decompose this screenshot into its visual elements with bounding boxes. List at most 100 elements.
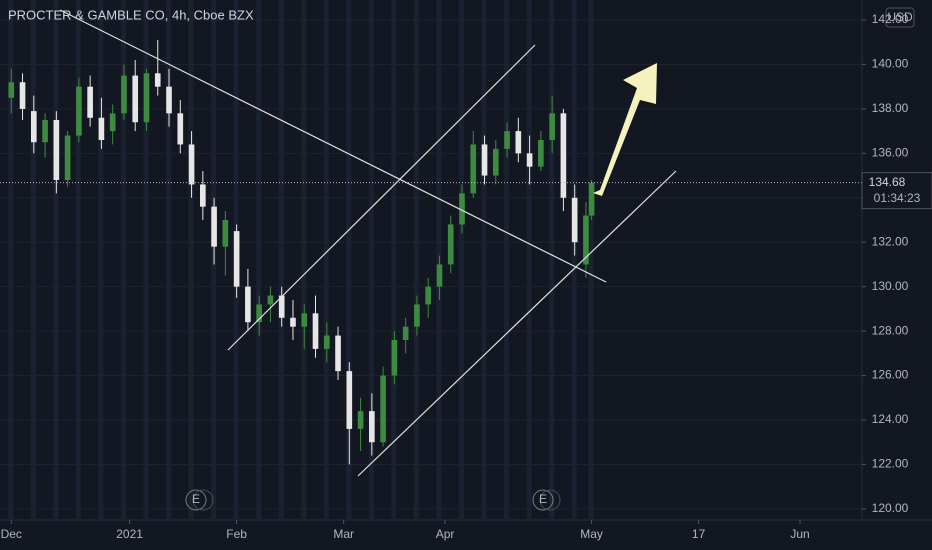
stripe: [166, 0, 172, 520]
stripe: [188, 0, 194, 520]
candle-body: [132, 75, 139, 123]
candle-body: [538, 140, 544, 167]
stripe: [413, 0, 419, 520]
candle-body: [357, 411, 364, 429]
candle-body: [447, 224, 454, 265]
candle-body: [481, 144, 488, 176]
candle-body: [19, 82, 26, 109]
stripe: [588, 0, 594, 520]
candle-body: [267, 295, 274, 305]
stripe: [301, 0, 307, 520]
x-tick-label: Feb: [226, 527, 247, 541]
y-tick-label: 136.00: [872, 146, 909, 160]
stripe: [75, 0, 81, 520]
candle-body: [414, 304, 420, 327]
stripe: [30, 0, 36, 520]
chart-title: PROCTER & GAMBLE CO, 4h, Cboe BZX: [8, 7, 254, 22]
candle-body: [290, 317, 296, 327]
stripe: [346, 0, 352, 520]
stripe: [571, 0, 577, 520]
candle-body: [42, 120, 48, 143]
stripe: [120, 0, 126, 520]
candle-body: [436, 264, 443, 287]
stripe: [143, 0, 149, 520]
x-tick-label: May: [580, 527, 603, 541]
stripe: [458, 0, 464, 520]
x-tick-label: Dec: [1, 527, 22, 541]
last-price-box: [861, 172, 932, 210]
candle-body: [549, 113, 555, 140]
x-tick-label: Jun: [790, 527, 809, 541]
candle-body: [121, 75, 127, 114]
y-tick-label: 120.00: [872, 501, 909, 515]
currency-box[interactable]: [885, 7, 915, 28]
event-label: E: [539, 492, 547, 506]
y-tick-label: 138.00: [872, 101, 909, 115]
candle-body: [515, 131, 522, 154]
candle-body: [8, 82, 15, 98]
candle-body: [459, 193, 465, 225]
y-tick-label: 122.00: [872, 457, 909, 471]
candle-body: [87, 86, 93, 118]
candle-body: [346, 371, 353, 429]
candle-body: [98, 117, 105, 140]
y-tick-label: 130.00: [872, 279, 909, 293]
y-tick-label: 142.00: [872, 12, 909, 26]
currency: USD: [887, 10, 913, 24]
stripe: [53, 0, 59, 520]
stripe: [256, 0, 262, 520]
candle-body: [245, 286, 251, 323]
event-marker[interactable]: [532, 489, 554, 511]
candle-body: [30, 111, 37, 143]
candle-body: [53, 120, 60, 180]
last-price-label: 134.68: [869, 175, 906, 189]
candle-body: [188, 144, 195, 185]
candle-body: [256, 304, 262, 323]
event-label: E: [192, 492, 200, 506]
event-marker: [192, 489, 214, 511]
stripe: [8, 0, 14, 520]
candle-body: [222, 220, 229, 247]
candle-body: [504, 131, 510, 149]
candle-body: [166, 86, 172, 114]
x-tick-label: Apr: [436, 527, 455, 541]
y-tick-label: 126.00: [872, 368, 909, 382]
candle-body: [492, 148, 499, 176]
stripe: [504, 0, 510, 520]
plot: [0, 0, 862, 520]
candle-body: [380, 375, 386, 443]
countdown: 01:34:23: [874, 191, 921, 205]
candle-body: [323, 335, 330, 349]
stripe: [526, 0, 532, 520]
stripe: [278, 0, 284, 520]
x-tick-label: 2021: [116, 527, 143, 541]
event-marker[interactable]: [185, 489, 207, 511]
y-tick-label: 124.00: [872, 412, 909, 426]
trend-line: [227, 44, 536, 351]
y-tick-label: 128.00: [872, 323, 909, 337]
candle-body: [233, 231, 240, 287]
candle-body: [402, 326, 409, 340]
stripe: [391, 0, 397, 520]
stripe: [323, 0, 329, 520]
candle-body: [76, 86, 82, 136]
x-tick-label: 17: [692, 527, 706, 541]
candle-body: [391, 340, 398, 376]
stripe: [549, 0, 555, 520]
candle-body: [560, 113, 567, 198]
candle-body: [470, 144, 477, 194]
candle-body: [583, 215, 589, 265]
arrow: [593, 63, 657, 196]
candle-body: [211, 206, 217, 247]
y-tick-label: 140.00: [872, 57, 909, 71]
candle-body: [64, 135, 71, 180]
candle-body: [200, 184, 206, 207]
trend-line: [59, 9, 607, 283]
candle-body: [278, 295, 285, 318]
stripe: [481, 0, 487, 520]
candle-body: [301, 313, 308, 327]
y-tick-label: 132.00: [872, 234, 909, 248]
candle-body: [335, 335, 341, 372]
event-marker: [539, 489, 561, 511]
